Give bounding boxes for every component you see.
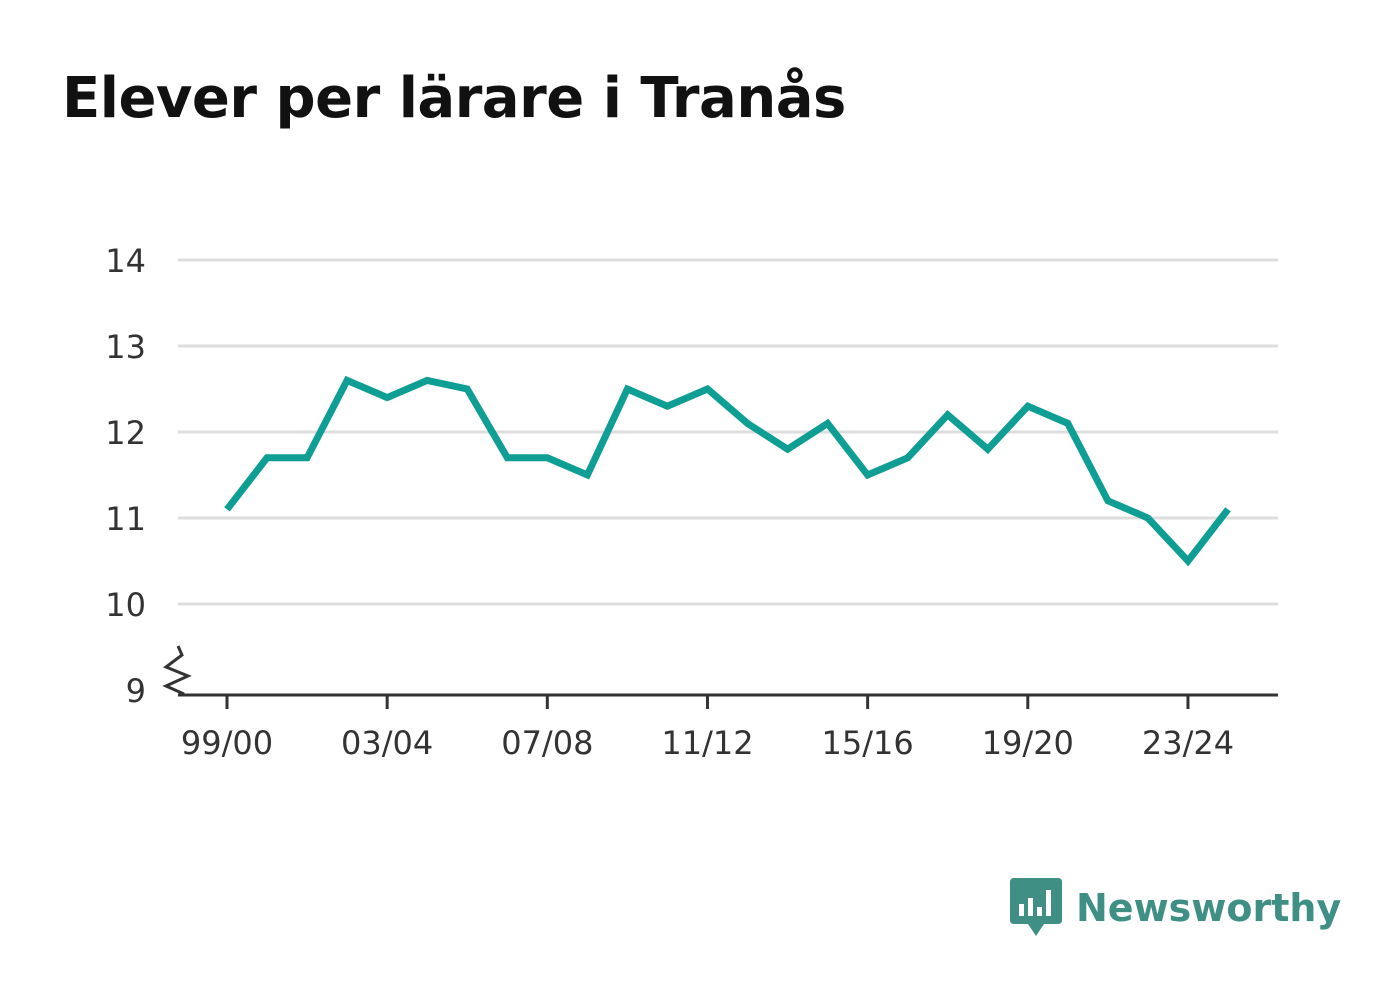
grid-lines	[178, 258, 1278, 606]
newsworthy-logo: Newsworthy	[1010, 878, 1341, 938]
x-tick-label: 15/16	[822, 724, 914, 762]
chart-title: Elever per lärare i Tranås	[62, 66, 846, 131]
x-tick-label: 07/08	[501, 724, 593, 762]
axis-break-icon	[162, 645, 192, 696]
x-tick-label: 19/20	[982, 724, 1074, 762]
y-tick-label: 10	[105, 586, 146, 624]
x-tick-label: 03/04	[341, 724, 433, 762]
y-tick-label: 11	[105, 500, 146, 538]
y-tick-label: 9	[126, 672, 146, 710]
y-tick-label: 12	[105, 414, 146, 452]
x-tick-label: 99/00	[181, 724, 273, 762]
y-tick-label: 13	[105, 328, 146, 366]
x-tick-label: 11/12	[661, 724, 753, 762]
y-tick-label: 14	[105, 242, 146, 280]
y-axis-ticks: 9 10 11 12 13 14	[105, 242, 146, 710]
x-tick-label: 23/24	[1142, 724, 1234, 762]
series-line	[224, 375, 1231, 567]
x-axis-ticks: 99/00 03/04 07/08 11/12 15/16 19/20 23/24	[181, 695, 1234, 762]
bar-chart-speech-bubble-icon	[1010, 878, 1062, 936]
logo-text: Newsworthy	[1076, 886, 1342, 930]
